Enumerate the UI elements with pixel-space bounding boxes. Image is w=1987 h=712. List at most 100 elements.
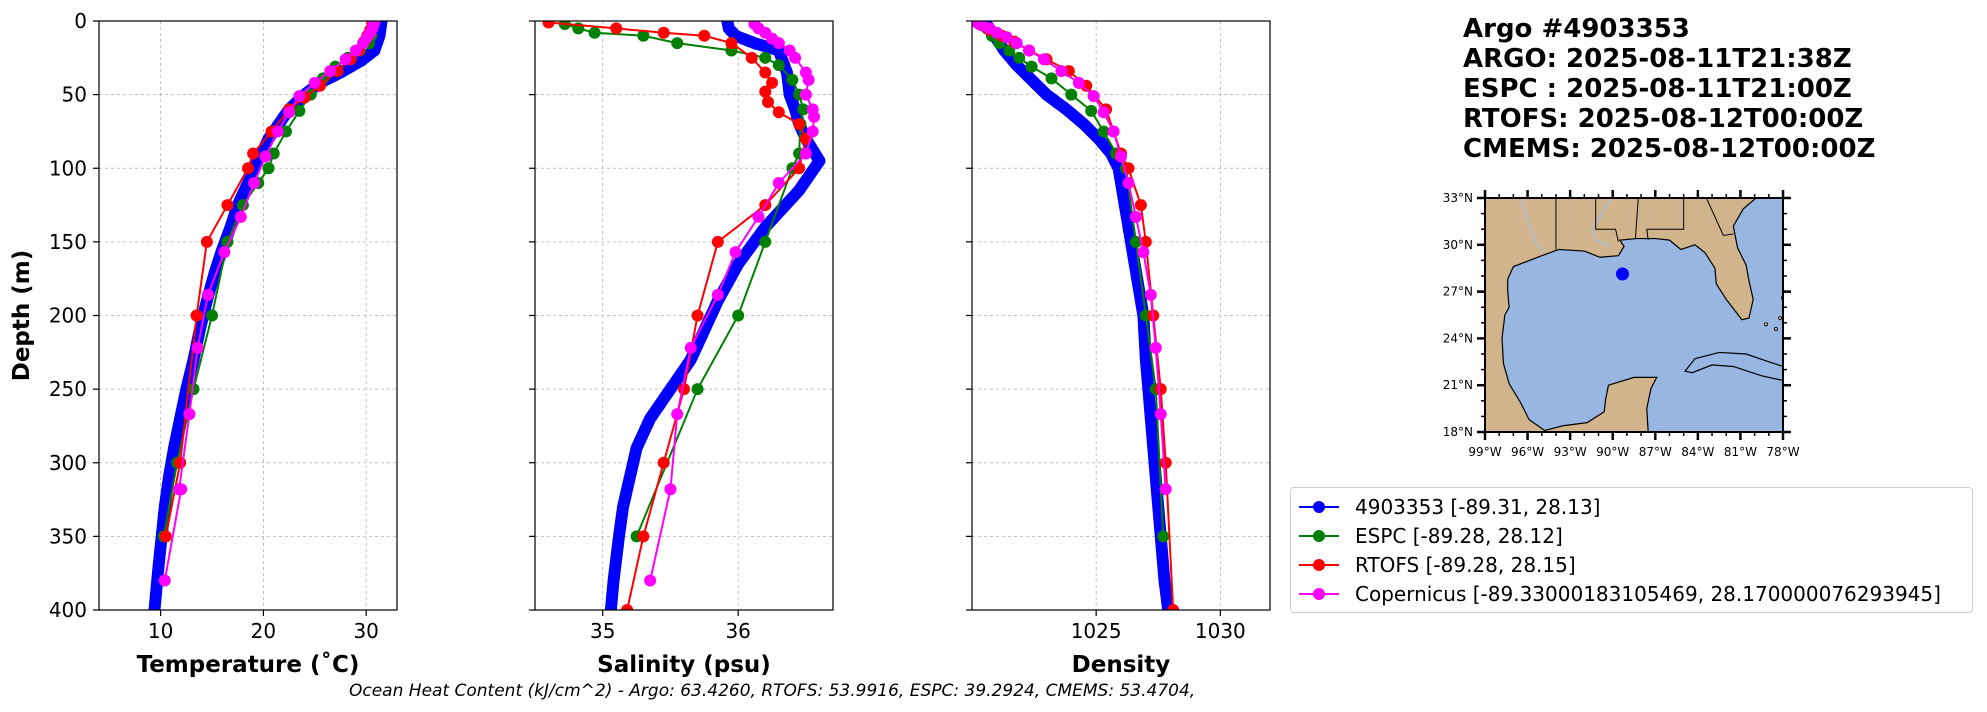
- data-point-espc: [1045, 72, 1058, 85]
- data-point-espc: [1157, 530, 1170, 543]
- data-point-copernicus: [1097, 106, 1110, 119]
- title-line-rtofs-time: RTOFS: 2025-08-12T00:00Z: [1463, 104, 1864, 134]
- series-line-espc: [986, 27, 1165, 537]
- map-island: [1778, 316, 1783, 321]
- data-point-copernicus: [1072, 76, 1085, 89]
- data-point-espc: [732, 309, 745, 322]
- data-point-copernicus: [1144, 288, 1157, 301]
- y-tick-label: 0: [74, 9, 87, 33]
- map-lat-label: 33°N: [1443, 191, 1473, 205]
- data-point-rtofs: [610, 22, 623, 35]
- data-point-rtofs: [657, 26, 670, 39]
- map-river: [1590, 198, 1612, 248]
- data-point-copernicus: [772, 176, 785, 189]
- data-point-copernicus: [357, 37, 370, 50]
- y-tick-label: 150: [49, 230, 87, 254]
- data-point-copernicus: [664, 483, 677, 496]
- data-point-copernicus: [1010, 37, 1023, 50]
- map-border: [1646, 198, 1685, 241]
- y-tick-label: 350: [49, 524, 87, 548]
- data-point-rtofs: [190, 309, 203, 322]
- map-lon-label: 93°W: [1554, 445, 1587, 459]
- map-lat-label: 27°N: [1443, 285, 1473, 299]
- data-point-espc: [759, 235, 772, 248]
- data-point-rtofs: [621, 604, 634, 610]
- data-point-copernicus: [308, 76, 321, 89]
- data-point-4903353: [604, 604, 617, 610]
- data-point-copernicus: [789, 51, 802, 64]
- data-point-copernicus: [990, 26, 1003, 39]
- data-point-copernicus: [1055, 65, 1068, 78]
- map-island: [1763, 322, 1768, 327]
- y-tick-label: 300: [49, 451, 87, 475]
- x-axis-label: Temperature (˚C): [137, 651, 360, 678]
- map-island: [1773, 327, 1778, 332]
- x-tick-label: 35: [590, 619, 615, 643]
- data-point-rtofs: [174, 456, 187, 469]
- data-point-copernicus: [684, 341, 697, 354]
- data-point-rtofs: [1154, 383, 1167, 396]
- data-point-copernicus: [1107, 125, 1120, 138]
- map-lon-label: 90°W: [1596, 445, 1629, 459]
- map-lon-label: 81°W: [1724, 445, 1757, 459]
- x-tick-label: 1030: [1195, 619, 1246, 643]
- profile-plots: 10 20 30050100150200250300350400Temperatur…: [9, 9, 1271, 678]
- map-lon-label: 78°W: [1766, 445, 1799, 459]
- map-lat-label: 18°N: [1443, 425, 1473, 439]
- footer-ohc-text: Ocean Heat Content (kJ/cm^2) - Argo: 63.…: [349, 681, 1196, 701]
- data-point-copernicus: [183, 408, 196, 421]
- data-point-copernicus: [324, 65, 337, 78]
- data-point-rtofs: [242, 162, 254, 175]
- data-point-espc: [588, 26, 601, 39]
- map-lon-label: 84°W: [1681, 445, 1714, 459]
- data-point-espc: [293, 104, 306, 117]
- data-point-rtofs: [221, 199, 234, 212]
- data-point-copernicus: [711, 288, 724, 301]
- series-line-espc: [162, 28, 374, 537]
- data-point-rtofs: [159, 530, 172, 543]
- data-point-copernicus: [671, 408, 684, 421]
- map-lat-label: 30°N: [1443, 238, 1473, 252]
- data-point-rtofs: [711, 235, 724, 248]
- data-point-espc: [1025, 60, 1038, 73]
- data-point-copernicus: [218, 246, 231, 259]
- inset-map: 33°N 30°N 27°N 24°N 21°N 18°N 99°W 96°W 93°W 90°W…: [1443, 190, 1800, 459]
- axes-density: 1025 1030 Density: [966, 20, 1271, 678]
- data-point-copernicus: [1023, 44, 1036, 57]
- x-tick-label: 36: [725, 619, 750, 643]
- data-point-espc: [206, 309, 219, 322]
- map-water-group: [1501, 198, 1783, 432]
- data-point-rtofs: [745, 51, 758, 64]
- series-line-rtofs: [548, 21, 807, 610]
- data-point-rtofs: [637, 530, 650, 543]
- data-point-copernicus: [349, 44, 362, 57]
- data-point-copernicus: [1149, 341, 1162, 354]
- series-line-copernicus: [163, 22, 376, 581]
- data-point-rtofs: [772, 106, 785, 119]
- y-tick-label: 50: [62, 83, 87, 107]
- data-point-rtofs: [542, 21, 555, 29]
- data-point-copernicus: [772, 37, 785, 50]
- x-tick-label: 10: [148, 619, 173, 643]
- legend-swatch-espc: [1299, 529, 1339, 542]
- data-point-copernicus: [752, 210, 765, 223]
- map-border: [1634, 198, 1639, 239]
- map-lon-label: 87°W: [1639, 445, 1672, 459]
- x-tick-label: 30: [353, 619, 378, 643]
- title-line-espc-time: ESPC : 2025-08-11T21:00Z: [1463, 74, 1852, 104]
- data-point-rtofs: [766, 76, 779, 89]
- data-point-copernicus: [339, 53, 352, 66]
- data-point-copernicus: [799, 88, 812, 101]
- legend-label-copernicus: Copernicus [-89.33000183105469, 28.17000…: [1355, 581, 1941, 606]
- data-point-copernicus: [1129, 210, 1142, 223]
- data-point-copernicus: [1154, 408, 1167, 421]
- map-lon-label: 96°W: [1511, 445, 1544, 459]
- data-point-copernicus: [1159, 483, 1172, 496]
- data-point-rtofs: [1159, 456, 1172, 469]
- legend-label-espc: ESPC [-89.28, 28.12]: [1355, 523, 1563, 548]
- x-tick-label: 1025: [1071, 619, 1122, 643]
- data-point-copernicus: [1137, 246, 1150, 259]
- legend-swatch-rtofs: [1299, 558, 1339, 571]
- data-point-rtofs: [200, 235, 213, 248]
- data-point-espc: [671, 37, 684, 50]
